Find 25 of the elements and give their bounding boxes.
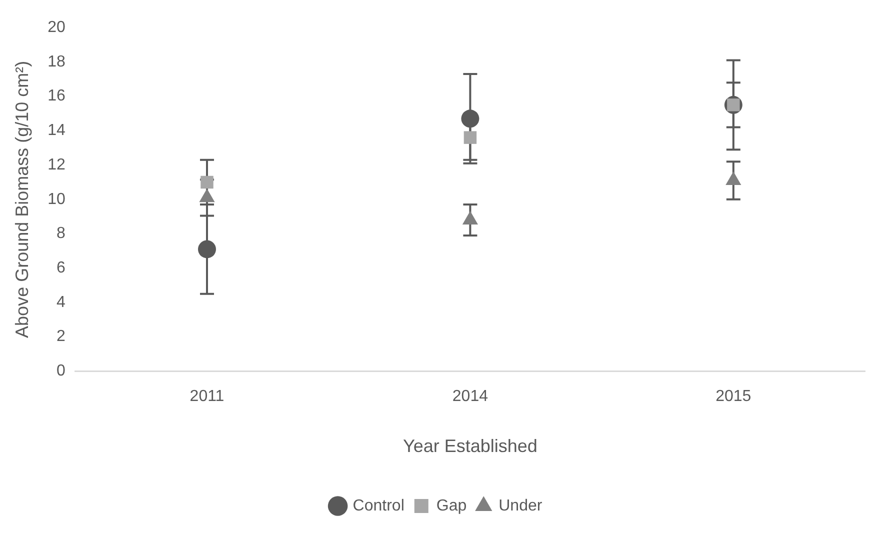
- legend-label: Gap: [436, 497, 467, 514]
- point: [199, 188, 215, 202]
- y-tick-label: 18: [48, 53, 66, 70]
- point: [726, 172, 742, 185]
- point: [462, 211, 478, 225]
- legend-label: Under: [498, 497, 543, 514]
- point: [464, 131, 477, 144]
- x-tick-label: 2011: [190, 388, 224, 406]
- y-tick-label: 2: [56, 328, 66, 346]
- legend-label: Control: [352, 497, 404, 514]
- y-axis-title: Above Ground Biomass (g/10 cm²): [12, 60, 32, 338]
- x-tick-label: 2014: [452, 388, 488, 406]
- point: [461, 110, 480, 128]
- y-tick-label: 20: [48, 19, 66, 36]
- y-tick-label: 16: [48, 88, 66, 105]
- x-tick-label: 2015: [716, 388, 752, 406]
- y-tick-label: 14: [48, 122, 66, 140]
- y-tick-label: 8: [56, 225, 66, 242]
- y-tick-label: 0: [56, 362, 66, 380]
- y-tick-label: 6: [56, 260, 66, 277]
- y-tick-label: 12: [48, 156, 66, 174]
- y-tick-label: 10: [48, 190, 66, 208]
- x-axis-title: Year Established: [402, 436, 538, 456]
- point: [200, 176, 214, 189]
- y-tick-label: 4: [56, 294, 66, 311]
